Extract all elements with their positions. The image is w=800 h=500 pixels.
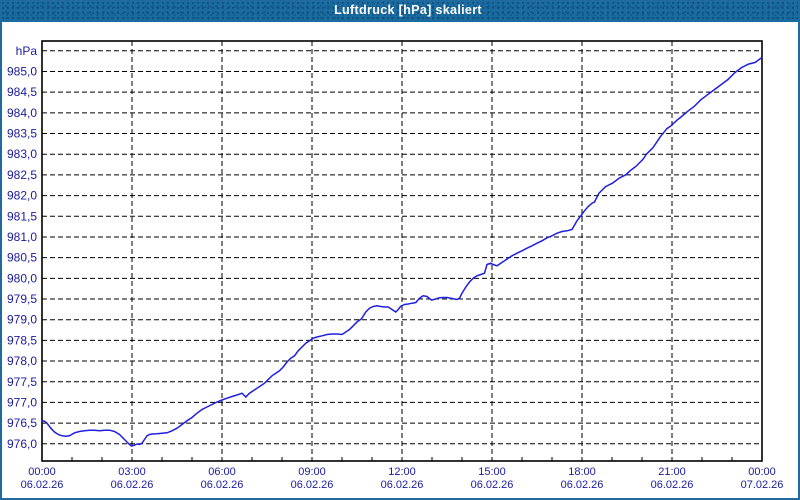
svg-text:981,0: 981,0 <box>7 230 37 244</box>
svg-text:979,5: 979,5 <box>7 292 37 306</box>
svg-text:06.02.26: 06.02.26 <box>651 479 694 491</box>
svg-text:976,5: 976,5 <box>7 416 37 430</box>
svg-text:00:00: 00:00 <box>28 466 56 478</box>
svg-text:21:00: 21:00 <box>658 466 686 478</box>
svg-text:978,5: 978,5 <box>7 333 37 347</box>
svg-text:984,5: 984,5 <box>7 85 37 99</box>
svg-text:06.02.26: 06.02.26 <box>471 479 514 491</box>
svg-text:06.02.26: 06.02.26 <box>381 479 424 491</box>
svg-text:980,0: 980,0 <box>7 271 37 285</box>
svg-text:984,0: 984,0 <box>7 106 37 120</box>
svg-text:06.02.26: 06.02.26 <box>291 479 334 491</box>
svg-text:982,5: 982,5 <box>7 168 37 182</box>
svg-text:06.02.26: 06.02.26 <box>21 479 64 491</box>
svg-text:981,5: 981,5 <box>7 209 37 223</box>
svg-text:06.02.26: 06.02.26 <box>111 479 154 491</box>
svg-text:06.02.26: 06.02.26 <box>561 479 604 491</box>
svg-text:hPa: hPa <box>16 44 38 58</box>
svg-text:18:00: 18:00 <box>568 466 596 478</box>
svg-text:979,0: 979,0 <box>7 313 37 327</box>
svg-text:982,0: 982,0 <box>7 189 37 203</box>
svg-text:980,5: 980,5 <box>7 251 37 265</box>
svg-text:985,0: 985,0 <box>7 64 37 78</box>
svg-text:07.02.26: 07.02.26 <box>741 479 784 491</box>
svg-text:15:00: 15:00 <box>478 466 506 478</box>
svg-text:976,0: 976,0 <box>7 437 37 451</box>
svg-text:983,5: 983,5 <box>7 127 37 141</box>
svg-text:09:00: 09:00 <box>298 466 326 478</box>
svg-text:983,0: 983,0 <box>7 147 37 161</box>
svg-text:978,0: 978,0 <box>7 354 37 368</box>
svg-text:977,0: 977,0 <box>7 395 37 409</box>
svg-text:06:00: 06:00 <box>208 466 236 478</box>
svg-text:977,5: 977,5 <box>7 375 37 389</box>
svg-text:00:00: 00:00 <box>748 466 776 478</box>
svg-text:12:00: 12:00 <box>388 466 416 478</box>
svg-text:06.02.26: 06.02.26 <box>201 479 244 491</box>
svg-text:03:00: 03:00 <box>118 466 146 478</box>
